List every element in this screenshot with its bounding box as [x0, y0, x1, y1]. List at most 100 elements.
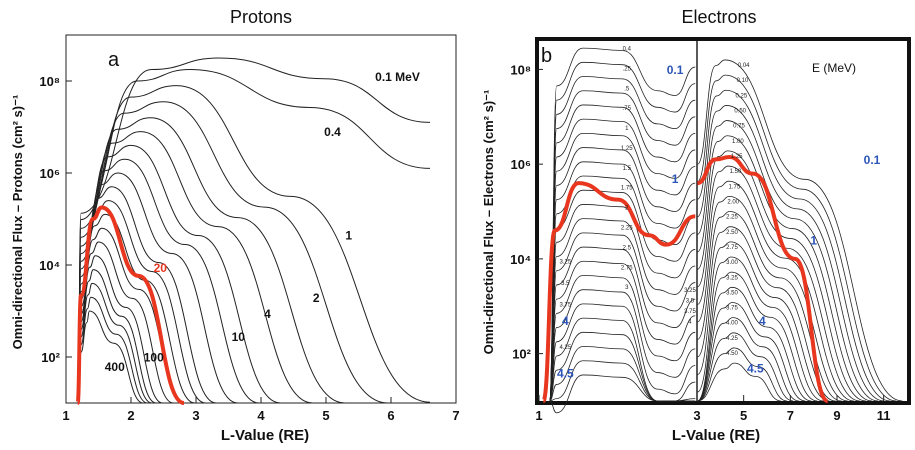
electrons-inner-curve	[549, 204, 696, 402]
electrons-outer-curve	[697, 347, 788, 402]
electrons-outer-energy-label: 0.50	[734, 109, 746, 115]
electrons-x-tick-label: 7	[787, 408, 794, 423]
protons-energy-label: 1	[345, 229, 352, 243]
electrons-inner-energy-label: 0.4	[623, 46, 632, 52]
electrons-outer-energy-label: 0.75	[733, 124, 745, 130]
protons-x-tick-label: 5	[322, 408, 329, 423]
electrons-outer-highlight-curve	[696, 155, 829, 403]
protons-energy-curve	[77, 85, 431, 404]
electrons-inner-blue-label: 4	[562, 314, 569, 328]
protons-panel-letter: a	[108, 49, 120, 71]
electrons-x-tick-label: 11	[877, 408, 891, 423]
electrons-inner-left-label: 3.5	[561, 281, 570, 287]
electrons-inner-energy-label: 1.25	[621, 146, 633, 152]
electrons-y-tick-label: 10⁶	[511, 157, 531, 172]
protons-highlight-curve	[75, 205, 185, 405]
protons-energy-label: 0.4	[324, 125, 341, 139]
protons-energy-curve	[77, 144, 281, 404]
electrons-outer-curve	[697, 256, 824, 402]
electrons-inner-left-label: 4.25	[559, 345, 571, 351]
electrons-outer-curve	[697, 89, 891, 402]
electrons-inner-curve	[549, 260, 696, 402]
electrons-x-tick-label: 5	[740, 408, 747, 423]
electrons-outer-blue-label: 4	[759, 314, 766, 328]
electrons-y-tick-label: 10²	[512, 347, 531, 362]
electrons-inner-curve	[549, 218, 696, 402]
electrons-inner-edge-label: 3.25	[684, 288, 696, 294]
electrons-inner-curve	[549, 289, 696, 402]
protons-energy-label: 0.1 MeV	[375, 70, 420, 84]
electrons-panel-letter: b	[541, 45, 552, 67]
electrons-outer-energy-label: 4.00	[726, 321, 738, 327]
protons-y-tick-label: 10²	[41, 350, 60, 365]
electrons-inner-edge-label: 4	[688, 319, 692, 325]
electrons-outer-energy-label: 2.75	[726, 245, 738, 251]
protons-title: Protons	[230, 7, 292, 27]
electrons-title: Electrons	[681, 7, 756, 27]
electrons-outer-energy-label: 0.04	[738, 63, 750, 69]
protons-energy-curve	[77, 57, 431, 404]
protons-energy-curve	[77, 131, 313, 404]
electrons-inner-curve	[549, 374, 696, 414]
protons-x-tick-label: 3	[192, 408, 199, 423]
electrons-outer-energy-label: 3.25	[726, 275, 738, 281]
electrons-inner-energy-label: 3	[625, 285, 629, 291]
electrons-inner-energy-label: 1	[625, 126, 629, 132]
protons-energy-label: 100	[144, 351, 164, 365]
electrons-outer-curve	[697, 120, 879, 402]
electrons-outer-energy-label: 1.25	[731, 154, 743, 160]
electrons-inner-left-label: 3.75	[559, 302, 571, 308]
electrons-outer-curve	[697, 332, 794, 402]
protons-x-tick-label: 6	[387, 408, 394, 423]
protons-energy-label: 400	[105, 360, 125, 374]
protons-energy-curve	[77, 186, 217, 404]
electrons-legend-title: E (MeV)	[812, 61, 856, 75]
protons-x-tick-label: 7	[452, 408, 459, 423]
electrons-inner-curve	[549, 303, 696, 402]
protons-y-tick-label: 10⁸	[39, 74, 60, 89]
electrons-inner-energy-label: 1.5	[623, 166, 632, 172]
electrons-inner-blue-label: 4.5	[557, 366, 574, 380]
electrons-outer-blue-label: 0.1	[864, 153, 881, 167]
electrons-outer-energy-label: 2.00	[727, 199, 739, 205]
protons-x-tick-label: 4	[257, 408, 265, 423]
electrons-inner-energy-label: 2.25	[621, 226, 633, 232]
electrons-inner-curve	[549, 232, 696, 402]
electrons-outer-curve	[697, 165, 860, 402]
electrons-inner-highlight-curve	[541, 181, 696, 403]
protons-energy-curve	[77, 101, 388, 404]
electrons-curves: 1 3 5 7 9 1110²10⁴10⁶10⁸0.4.25.5.7511.251.51.…	[510, 46, 903, 423]
electrons-inner-energy-label: .25	[623, 66, 632, 72]
electrons-outer-curve	[697, 317, 800, 402]
protons-x-tick-label: 2	[127, 408, 134, 423]
electrons-outer-curve	[697, 150, 866, 402]
electrons-inner-curve	[549, 61, 696, 402]
electrons-outer-energy-label: 0.10	[737, 78, 749, 84]
protons-energy-label: 10	[232, 330, 246, 344]
electrons-outer-curve	[697, 271, 818, 402]
electrons-x-axis-label: L-Value (RE)	[672, 427, 760, 444]
electrons-inner-curve	[549, 246, 696, 402]
electrons-outer-curve	[697, 105, 885, 402]
electrons-outer-curve	[697, 211, 842, 402]
electrons-x-tick-label: 1	[535, 408, 542, 423]
electrons-inner-curve	[549, 161, 696, 402]
electrons-outer-energy-label: 2.25	[726, 215, 738, 221]
protons-y-tick-label: 10⁴	[39, 258, 60, 273]
electrons-outer-curve	[697, 59, 903, 402]
electrons-inner-curve	[549, 275, 696, 402]
electrons-inner-energy-label: .5	[624, 86, 630, 92]
protons-energy-curve	[77, 158, 260, 404]
electrons-inner-curve	[549, 76, 696, 402]
electrons-inner-energy-label: 2.75	[621, 265, 633, 271]
electrons-outer-blue-label: 1	[810, 234, 817, 248]
electrons-inner-curve	[549, 189, 696, 402]
protons-x-tick-label: 1	[62, 408, 69, 423]
electrons-y-tick-label: 10⁸	[510, 62, 531, 77]
protons-y-tick-label: 10⁶	[40, 166, 60, 181]
electrons-outer-energy-label: 3.50	[726, 290, 738, 296]
electrons-inner-energy-label: 2.5	[623, 245, 632, 251]
protons-y-axis-label: Omni-directional Flux – Protons (cm² s)⁻…	[10, 95, 25, 350]
protons-energy-curve	[77, 117, 345, 404]
electrons-outer-energy-label: 1.00	[732, 139, 744, 145]
